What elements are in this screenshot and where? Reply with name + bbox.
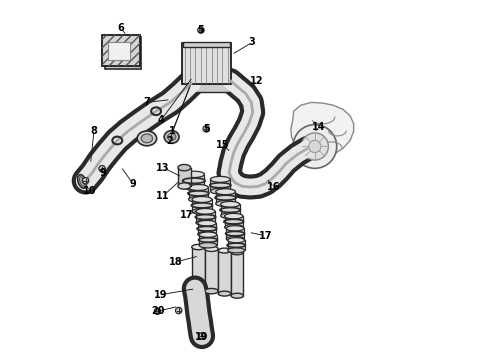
Ellipse shape [224,213,243,219]
Ellipse shape [192,208,212,214]
Bar [182,43,230,84]
Bar [192,247,205,289]
Bar [198,223,216,234]
Circle shape [203,126,209,132]
Bar [189,188,208,199]
Bar [183,42,230,47]
Bar [183,174,204,187]
Text: 19: 19 [195,332,209,342]
Bar [102,35,140,66]
Ellipse shape [228,248,245,253]
Ellipse shape [141,134,152,143]
Ellipse shape [196,220,215,226]
Bar [205,249,218,291]
Circle shape [175,307,182,314]
Bar [231,252,244,296]
Bar [219,251,231,294]
Ellipse shape [226,236,244,242]
Ellipse shape [216,201,236,207]
Text: 6: 6 [118,23,124,33]
Ellipse shape [183,171,204,177]
Bar [199,235,217,245]
Text: 13: 13 [156,163,170,173]
Ellipse shape [178,165,191,171]
Text: 1: 1 [170,126,176,136]
Text: 17: 17 [180,210,194,220]
Ellipse shape [216,189,236,195]
Ellipse shape [196,208,215,214]
Bar [228,240,245,250]
Polygon shape [291,102,354,158]
Ellipse shape [210,176,230,182]
Ellipse shape [137,131,157,146]
Text: 8: 8 [91,126,98,136]
Circle shape [309,140,321,153]
Ellipse shape [219,248,231,253]
Text: 10: 10 [83,186,97,196]
Text: 20: 20 [151,306,164,316]
Text: 9: 9 [129,179,136,189]
Ellipse shape [199,243,217,248]
Circle shape [154,308,161,314]
Ellipse shape [192,197,212,202]
Text: 7: 7 [144,98,150,107]
Text: 9: 9 [100,168,106,178]
Bar [216,192,236,203]
Bar [108,42,130,60]
Bar [102,35,140,66]
Text: 5: 5 [203,124,210,134]
Ellipse shape [220,201,240,207]
Ellipse shape [198,220,216,226]
Ellipse shape [228,238,245,243]
Text: 5: 5 [197,25,204,35]
Text: 4: 4 [158,115,165,125]
Bar [210,179,230,191]
Ellipse shape [220,213,240,219]
Ellipse shape [224,224,243,230]
Text: 15: 15 [217,140,230,150]
Ellipse shape [164,131,179,143]
Circle shape [198,27,204,33]
Ellipse shape [189,185,208,190]
Text: 3: 3 [249,37,255,48]
Text: 2: 2 [166,136,172,146]
Bar [196,211,215,223]
Ellipse shape [168,134,176,140]
Bar [178,168,191,186]
Ellipse shape [231,293,244,298]
Ellipse shape [231,250,244,255]
Ellipse shape [205,246,218,252]
Ellipse shape [192,244,205,250]
Ellipse shape [205,288,218,294]
Ellipse shape [183,184,204,190]
Circle shape [82,177,89,184]
Text: 12: 12 [249,76,263,86]
Ellipse shape [199,232,217,237]
Ellipse shape [226,226,244,231]
Circle shape [293,125,337,168]
Ellipse shape [189,196,208,202]
Ellipse shape [178,183,191,189]
Bar [192,199,212,211]
Text: 17: 17 [259,231,272,241]
Circle shape [199,333,205,339]
Text: 16: 16 [267,182,281,192]
Bar [224,216,243,227]
Ellipse shape [192,287,205,292]
Bar [104,37,141,69]
Ellipse shape [198,231,216,237]
Bar [226,228,244,239]
Ellipse shape [210,188,230,194]
Ellipse shape [77,175,86,188]
Ellipse shape [219,291,231,296]
Circle shape [301,133,328,160]
Circle shape [99,166,105,172]
Text: 19: 19 [154,290,168,300]
Ellipse shape [79,177,85,186]
Bar [220,204,240,216]
Text: 18: 18 [170,257,183,267]
Text: 11: 11 [156,191,170,201]
Text: 14: 14 [312,122,326,132]
Bar [183,83,230,92]
